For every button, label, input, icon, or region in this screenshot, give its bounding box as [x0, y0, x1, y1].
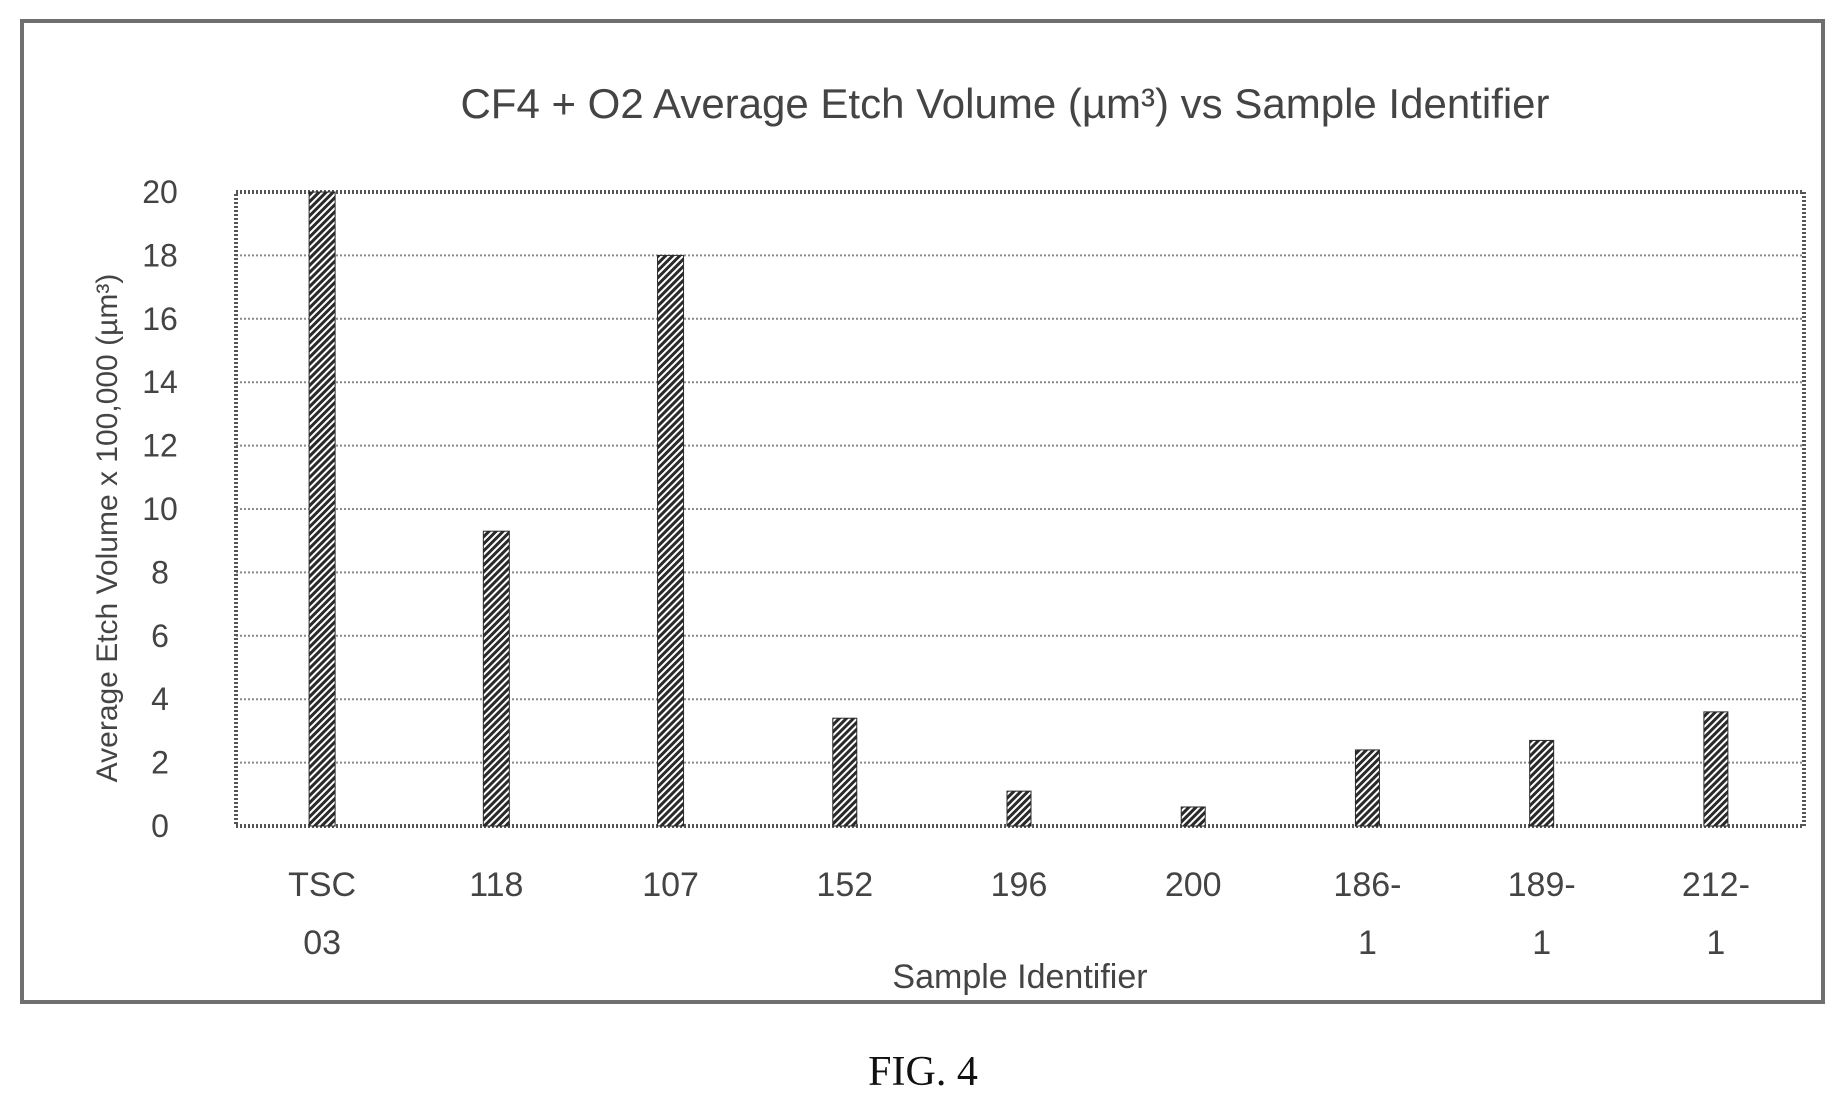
x-tick-labels: TSC 03 118 107 152 196 200 186- 1 189- 1 212- 1: [288, 866, 1750, 962]
x-tick-label: 107: [642, 866, 699, 904]
bar: [1529, 739, 1555, 827]
x-tick-label: 196: [991, 866, 1048, 904]
y-tick-label: 16: [142, 301, 178, 337]
x-tick-label: 03: [303, 924, 341, 962]
y-tick-label: 12: [142, 428, 178, 464]
chart-title: CF4 + O2 Average Etch Volume (µm³) vs Sa…: [460, 80, 1549, 127]
bar: [1703, 711, 1729, 827]
figure-caption: FIG. 4: [868, 1049, 978, 1095]
bars: [308, 191, 1729, 827]
y-tick-label: 0: [151, 808, 169, 844]
x-axis-label: Sample Identifier: [892, 958, 1147, 996]
x-tick-label: 1: [1706, 924, 1725, 962]
y-tick-label: 14: [142, 364, 178, 400]
bar: [1180, 806, 1206, 827]
x-tick-label: TSC: [288, 866, 356, 904]
bar: [657, 254, 685, 827]
bar-chart: CF4 + O2 Average Etch Volume (µm³) vs Sa…: [91, 80, 1806, 996]
grid-lines: [236, 254, 1804, 764]
x-tick-label: 212-: [1682, 866, 1750, 904]
y-tick-label: 10: [142, 491, 178, 527]
x-tick-label: 200: [1165, 866, 1222, 904]
bar: [832, 717, 858, 827]
y-tick-label: 6: [151, 618, 169, 654]
x-tick-label: 118: [469, 866, 523, 904]
x-tick-label: 189-: [1508, 866, 1576, 904]
bar: [308, 191, 336, 827]
y-tick-label: 8: [151, 554, 169, 590]
x-tick-label: 186-: [1333, 866, 1401, 904]
y-tick-label: 2: [151, 745, 169, 781]
y-tick-label: 20: [142, 174, 178, 210]
x-tick-label: 1: [1358, 924, 1377, 962]
y-tick-labels: 0 2 4 6 8 10 12 14 16 18 20: [142, 174, 178, 844]
y-tick-label: 4: [151, 681, 169, 717]
bar: [482, 530, 510, 827]
bar: [1354, 749, 1380, 827]
y-tick-label: 18: [142, 237, 178, 273]
y-axis-label: Average Etch Volume x 100,000 (µm³): [91, 274, 124, 783]
x-tick-label: 1: [1532, 924, 1551, 962]
x-tick-label: 152: [816, 866, 873, 904]
bar: [1006, 790, 1032, 827]
